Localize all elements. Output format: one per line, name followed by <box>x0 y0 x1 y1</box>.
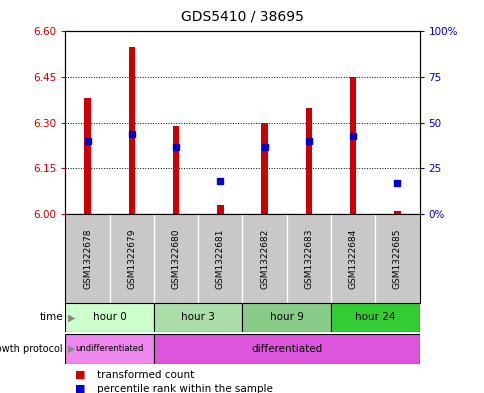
Text: GSM1322678: GSM1322678 <box>83 228 92 288</box>
Bar <box>172 126 179 214</box>
Bar <box>349 77 356 214</box>
Text: hour 0: hour 0 <box>92 312 126 322</box>
Text: transformed count: transformed count <box>97 369 194 380</box>
Text: GSM1322684: GSM1322684 <box>348 228 357 288</box>
Text: hour 24: hour 24 <box>354 312 395 322</box>
Bar <box>84 98 91 214</box>
Text: differentiated: differentiated <box>251 344 322 354</box>
Bar <box>153 334 419 364</box>
Bar <box>330 303 419 332</box>
Text: ■: ■ <box>75 369 86 380</box>
Bar <box>65 303 153 332</box>
Text: hour 9: hour 9 <box>269 312 303 322</box>
Bar <box>217 205 223 214</box>
Text: growth protocol: growth protocol <box>0 344 63 354</box>
Text: GSM1322682: GSM1322682 <box>259 228 269 288</box>
Bar <box>393 211 400 214</box>
Text: GSM1322681: GSM1322681 <box>215 228 225 288</box>
Text: GSM1322680: GSM1322680 <box>171 228 180 288</box>
Text: percentile rank within the sample: percentile rank within the sample <box>97 384 272 393</box>
Bar <box>153 303 242 332</box>
Bar <box>65 334 153 364</box>
Text: ▶: ▶ <box>68 344 75 354</box>
Text: ▶: ▶ <box>68 312 75 322</box>
Bar <box>242 303 330 332</box>
Text: GSM1322679: GSM1322679 <box>127 228 136 288</box>
Bar <box>261 123 267 214</box>
Text: GSM1322685: GSM1322685 <box>392 228 401 288</box>
Text: GSM1322683: GSM1322683 <box>304 228 313 288</box>
Text: time: time <box>39 312 63 322</box>
Bar <box>128 47 135 214</box>
Text: hour 3: hour 3 <box>181 312 215 322</box>
Text: undifferentiated: undifferentiated <box>76 344 144 353</box>
Text: GDS5410 / 38695: GDS5410 / 38695 <box>181 10 303 24</box>
Bar <box>305 108 312 214</box>
Text: ■: ■ <box>75 384 86 393</box>
